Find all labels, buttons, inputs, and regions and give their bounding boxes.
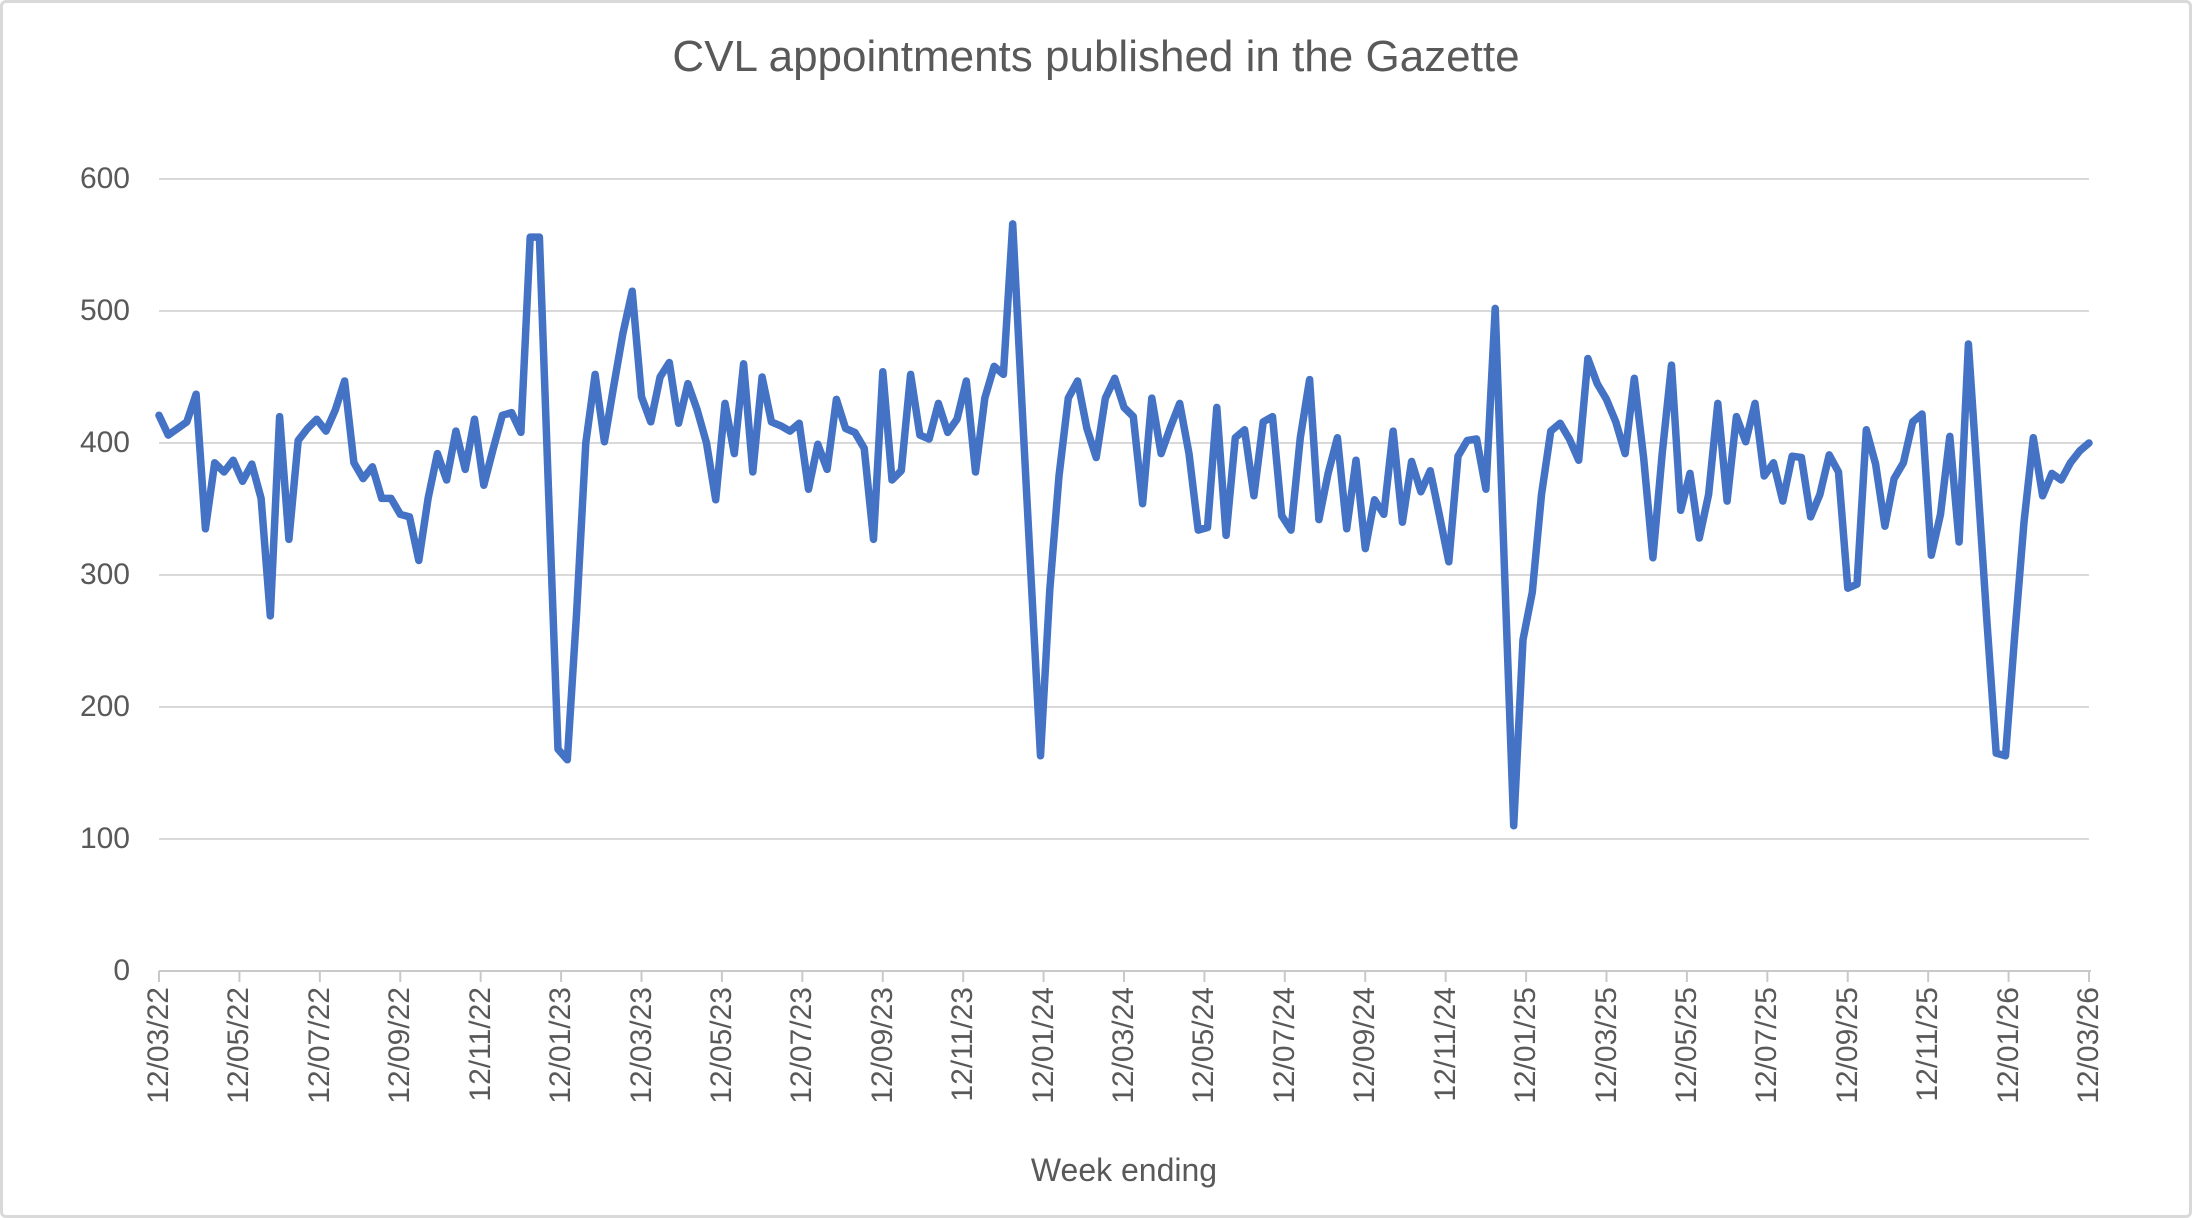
x-axis-tick-label: 12/03/23 — [624, 987, 658, 1104]
y-axis-tick-label-500: 500 — [79, 294, 130, 327]
x-axis-tick-label: 12/09/22 — [383, 987, 417, 1104]
x-axis-title: Week ending — [1030, 1152, 1218, 1188]
x-axis-tick-label: 12/09/24 — [1348, 987, 1382, 1104]
x-axis-tick-label: 12/05/23 — [704, 987, 738, 1104]
x-axis-tick-label: 12/07/23 — [785, 987, 819, 1104]
x-axis-tick-label: 12/05/24 — [1187, 987, 1221, 1104]
y-axis-tick-label-100: 100 — [79, 822, 130, 855]
x-axis-tick-label: 12/03/25 — [1589, 987, 1623, 1104]
x-axis-tick-label: 12/05/25 — [1669, 987, 1703, 1104]
x-axis-tick-label: 12/03/26 — [2072, 987, 2105, 1104]
y-axis-tick-label-400: 400 — [79, 426, 130, 459]
y-axis-tick-label-300: 300 — [79, 558, 130, 591]
x-axis-tick-label: 12/11/25 — [1911, 987, 1945, 1102]
x-axis-tick-label: 12/03/24 — [1107, 987, 1140, 1104]
x-axis-tick-label: 12/09/23 — [865, 987, 899, 1104]
x-axis-tick-label: 12/09/25 — [1830, 987, 1864, 1104]
x-axis-tick-label: 12/05/22 — [222, 987, 256, 1104]
x-axis-tick-label: 12/07/25 — [1750, 987, 1784, 1104]
x-axis-tick-label: 12/01/24 — [1026, 987, 1060, 1104]
x-axis-tick-label: 12/11/22 — [463, 987, 497, 1102]
x-axis-tick-label: 12/07/24 — [1267, 987, 1301, 1104]
data-series-line — [155, 220, 2093, 830]
y-axis-tick-label-0: 0 — [113, 954, 130, 987]
y-axis-tick-label-600: 600 — [79, 162, 130, 195]
x-axis-tick-label: 12/01/25 — [1509, 987, 1543, 1104]
x-axis-tick-label: 12/03/22 — [142, 987, 175, 1104]
x-axis-tick-label: 12/07/22 — [302, 987, 336, 1104]
x-axis-tick-label: 12/01/23 — [544, 987, 578, 1104]
y-axis-tick-label-200: 200 — [79, 690, 130, 723]
x-axis-tick-label: 12/01/26 — [1991, 987, 2025, 1104]
x-axis-tick-label: 12/11/24 — [1428, 987, 1462, 1102]
x-axis-tick-label: 12/11/23 — [946, 987, 980, 1102]
chart-title: CVL appointments published in the Gazett… — [672, 32, 1520, 81]
